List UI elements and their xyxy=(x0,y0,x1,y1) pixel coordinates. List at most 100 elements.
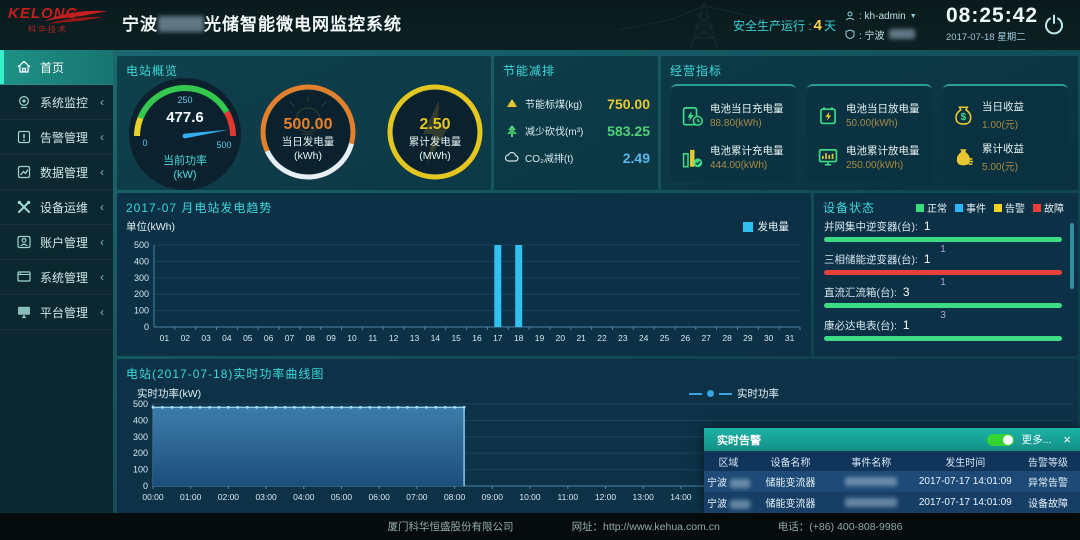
svg-text:13:00: 13:00 xyxy=(633,492,655,502)
energy-saving-label: CO₂减排(t) xyxy=(525,154,574,165)
legend-swatch xyxy=(916,203,924,212)
scrollbar[interactable] xyxy=(1070,223,1074,289)
alarm-more-link[interactable]: 更多... xyxy=(1021,434,1052,446)
business-indicator: 电池当日放电量 50.00(kWh) xyxy=(817,94,926,136)
redacted-site xyxy=(888,29,915,39)
sidebar-item-平台管理[interactable]: 平台管理 ‹ xyxy=(0,295,113,330)
panel-device-status: 设备状态 正常 事件 告警 故障 并网集中逆变器(台): 1 1 三相储能逆变器(台): 1 1… xyxy=(814,193,1078,356)
sidebar-item-数据管理[interactable]: 数据管理 ‹ xyxy=(0,155,113,190)
sidebar-item-系统监控[interactable]: 系统监控 ‹ xyxy=(0,85,113,120)
title-suffix: 光储智能微电网监控系统 xyxy=(204,15,402,34)
device-count: 1 xyxy=(923,219,931,233)
svg-text:00:00: 00:00 xyxy=(142,492,164,502)
redacted-region xyxy=(729,478,750,488)
footer-texts: 厦门科华恒盛股份有限公司 网址：http://www.kehua.com.cn … xyxy=(388,519,903,534)
power-button[interactable] xyxy=(1042,13,1066,37)
device-status-row: 直流汇流箱(台): 3 3 xyxy=(824,285,1062,321)
alarm-column-设备名称: 设备名称 xyxy=(752,451,829,471)
bar-stat-icon xyxy=(682,149,703,168)
tree-icon xyxy=(507,124,517,137)
brand-swoosh-icon xyxy=(44,10,108,24)
site-selector[interactable]: : 宁波 xyxy=(845,25,917,43)
legend-item-事件: 事件 xyxy=(955,200,986,215)
svg-text:30: 30 xyxy=(764,333,774,343)
account-icon xyxy=(17,235,31,249)
svg-text:0: 0 xyxy=(144,322,149,332)
svg-text:500.00: 500.00 xyxy=(284,116,333,133)
sidebar-item-告警管理[interactable]: 告警管理 ‹ xyxy=(0,120,113,155)
energy-saving-value: 750.00 xyxy=(607,95,650,112)
sidebar-item-设备运维[interactable]: 设备运维 ‹ xyxy=(0,190,113,225)
alarm-column-事件名称: 事件名称 xyxy=(828,451,915,471)
business-title: 经营指标 xyxy=(670,64,723,78)
device-status-rows: 并网集中逆变器(台): 1 1 三相储能逆变器(台): 1 1 直流汇流箱(台): 3 3 康必达… xyxy=(824,219,1062,351)
svg-text:05:00: 05:00 xyxy=(331,492,353,502)
svg-text:03:00: 03:00 xyxy=(255,492,277,502)
svg-text:28: 28 xyxy=(722,333,732,343)
ring-gauge: 2.50 累计发电量 (MWh) xyxy=(387,84,483,180)
svg-text:300: 300 xyxy=(134,273,149,283)
platform-icon xyxy=(18,306,30,319)
alarm-popup-title: 实时告警 xyxy=(717,434,761,447)
device-label: 康必达电表(台): 1 xyxy=(824,318,910,332)
alarm-row[interactable]: 宁波 储能变流器 2017-07-17 14:01:09 设备故障 xyxy=(704,492,1080,513)
sidebar-item-label: 账户管理 xyxy=(40,235,89,250)
svg-text:当日发电量: 当日发电量 xyxy=(282,135,335,148)
device-sub-count: 1 xyxy=(940,277,946,288)
device-label: 并网集中逆变器(台): 1 xyxy=(824,219,931,233)
business-indicator-label: 电池累计放电量 xyxy=(846,145,920,157)
business-indicator-value: 250.00(kWh) xyxy=(846,160,904,171)
legend-line xyxy=(689,392,702,395)
chevron-left-icon: ‹ xyxy=(100,130,104,144)
chevron-down-icon: ▼ xyxy=(909,12,917,20)
page-title: 宁波 光储智能微电网监控系统 xyxy=(122,0,402,50)
chevron-left-icon: ‹ xyxy=(100,200,104,214)
monthly-chart-legend[interactable]: 发电量 xyxy=(742,219,789,234)
money-bag-icon xyxy=(956,149,974,166)
alarm-toggle[interactable] xyxy=(986,433,1014,446)
sidebar-item-系统管理[interactable]: 系统管理 ‹ xyxy=(0,260,113,295)
realtime-chart-legend[interactable]: 实时功率 xyxy=(689,386,779,401)
shield-icon xyxy=(845,29,855,39)
svg-text:31: 31 xyxy=(785,333,795,343)
svg-text:累计发电量: 累计发电量 xyxy=(409,135,462,148)
alarm-device: 储能变流器 xyxy=(752,492,829,513)
user-menu[interactable]: : kh-admin ▼ xyxy=(845,7,917,25)
legend-line xyxy=(719,392,732,395)
redacted-event xyxy=(845,476,898,486)
monthly-chart-title: 2017-07 月电站发电趋势 xyxy=(126,201,273,215)
business-indicator-text: 电池累计放电量 250.00(kWh) xyxy=(846,143,920,171)
device-status-bar xyxy=(824,270,1062,275)
sidebar-item-账户管理[interactable]: 账户管理 ‹ xyxy=(0,225,113,260)
svg-text:05: 05 xyxy=(243,333,253,343)
alarm-row[interactable]: 宁波 储能变流器 2017-07-17 14:01:09 异常告警 xyxy=(704,471,1080,492)
svg-text:04:00: 04:00 xyxy=(293,492,315,502)
realtime-chart-ylabel: 实时功率(kW) xyxy=(137,388,202,400)
business-indicator-value: 50.00(kWh) xyxy=(846,118,898,129)
clock: 08:25:42 2017-07-18 星期二 xyxy=(946,4,1038,43)
business-indicator-text: 累计收益 5.00(元) xyxy=(982,141,1024,173)
svg-text:06:00: 06:00 xyxy=(369,492,391,502)
safety-label: 安全生产运行 : xyxy=(733,19,812,33)
panel-energy-saving: 节能减排 节能标煤(kg) 750.00 减少砍伐(m³) 583.25 CO₂减排(t… xyxy=(494,56,658,190)
alarm-device: 储能变流器 xyxy=(752,471,829,492)
svg-text:29: 29 xyxy=(743,333,753,343)
svg-text:400: 400 xyxy=(134,256,149,266)
business-indicator: 累计收益 5.00(元) xyxy=(953,136,1062,178)
svg-text:11: 11 xyxy=(368,333,377,343)
svg-text:200: 200 xyxy=(134,289,149,299)
business-indicator-value: 444.00(kWh) xyxy=(710,160,768,171)
user-icon xyxy=(845,11,855,21)
chevron-left-icon: ‹ xyxy=(100,235,104,249)
device-status-bar xyxy=(824,237,1062,242)
svg-text:500: 500 xyxy=(134,240,149,250)
close-icon[interactable]: × xyxy=(1063,432,1071,447)
title-prefix: 宁波 xyxy=(122,15,158,34)
svg-text:02:00: 02:00 xyxy=(218,492,240,502)
svg-text:10:00: 10:00 xyxy=(519,492,541,502)
panel-monthly-chart: 2017-07 月电站发电趋势 单位(kWh) 发电量 0 100 200 300 40… xyxy=(117,193,811,356)
sidebar-item-首页[interactable]: 首页 xyxy=(0,50,113,85)
svg-text:100: 100 xyxy=(134,306,149,316)
svg-text:0: 0 xyxy=(142,138,147,148)
